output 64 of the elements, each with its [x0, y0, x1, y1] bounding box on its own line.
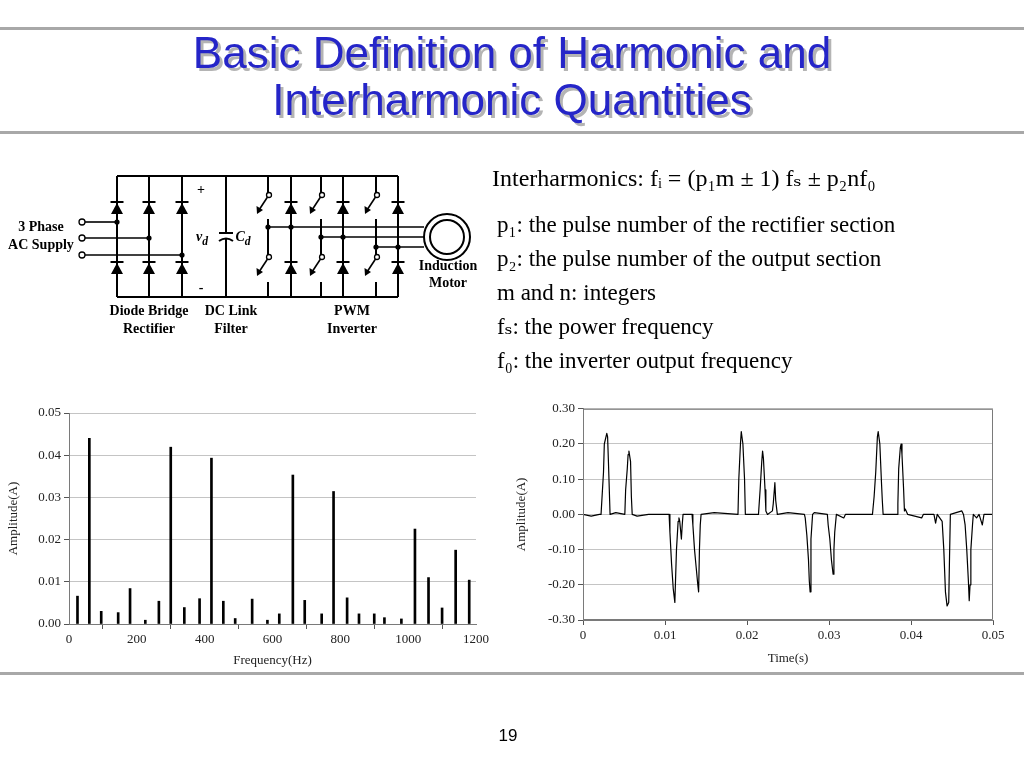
- x-tick-label: 0.01: [653, 627, 677, 643]
- bar: [400, 618, 403, 624]
- y-tick-label: 0.00: [552, 505, 575, 521]
- text: 3 Phase AC Supply: [7, 218, 75, 254]
- bar: [210, 457, 213, 624]
- x-tick-label: 1000: [395, 631, 422, 647]
- bar: [277, 613, 281, 624]
- x-tick-label: 800: [330, 631, 351, 647]
- bar: [233, 618, 237, 624]
- text: f₀: the inverter output frequency: [497, 347, 794, 375]
- x-tick-label: 0: [65, 631, 73, 647]
- x-tick-label: 0.03: [817, 627, 841, 643]
- x-tick-label: 0.04: [899, 627, 923, 643]
- bar: [221, 600, 225, 624]
- y-axis-title: Amplitude(A): [513, 477, 529, 552]
- text: p₂: the pulse number of the output section: [497, 245, 883, 273]
- x-tick-label: 600: [262, 631, 283, 647]
- y-tick-label: 0.04: [38, 446, 62, 462]
- text: 19: [497, 726, 519, 746]
- bar: [320, 613, 324, 624]
- bar: [454, 549, 457, 624]
- text: DC Link Filter: [203, 302, 259, 338]
- bar: [332, 491, 335, 624]
- bar: [99, 611, 103, 624]
- y-tick-label: 0.00: [38, 615, 61, 631]
- x-tick-label: 400: [194, 631, 215, 647]
- x-axis-title: Frequency(Hz): [233, 651, 312, 667]
- bar: [169, 446, 173, 624]
- x-tick-label: 0.05: [981, 627, 1005, 643]
- bar: [182, 607, 186, 624]
- bar: [143, 619, 147, 624]
- y-tick-label: 0.03: [38, 488, 61, 504]
- bar: [116, 612, 120, 624]
- bar: [303, 600, 307, 624]
- bar: [198, 598, 201, 624]
- y-tick-label: 0.10: [552, 470, 575, 486]
- text: Diode Bridge Rectifier: [108, 302, 190, 338]
- bar: [383, 617, 386, 624]
- x-axis-title: Time(s): [767, 649, 809, 665]
- y-tick-label: 0.05: [38, 404, 61, 420]
- text: PWM Inverter: [326, 302, 378, 338]
- text: fₛ: the power frequency: [497, 313, 715, 341]
- x-tick-label: 0: [579, 627, 587, 643]
- x-tick-label: 1200: [463, 631, 489, 647]
- bar: [372, 613, 376, 624]
- y-tick-label: -0.30: [547, 611, 575, 627]
- y-tick-label: -0.20: [547, 576, 575, 592]
- text: Interharmonics: fᵢ = (p₁m ± 1) fₛ ± p₂nf₀: [492, 164, 877, 192]
- y-tick-label: -0.10: [547, 541, 575, 557]
- text: p₁: the pulse number of the rectifier section: [497, 211, 897, 239]
- y-axis-title: Amplitude(A): [5, 481, 21, 556]
- y-tick-label: 0.01: [38, 573, 61, 589]
- bar: [266, 619, 269, 624]
- bar: [427, 577, 430, 624]
- x-tick-label: 0.02: [735, 627, 759, 643]
- bar: [467, 579, 471, 624]
- text: Basic Definition of Harmonic and Interharmonic Quantities: [191, 28, 833, 124]
- x-tick-label: 200: [127, 631, 147, 647]
- y-tick-label: 0.02: [38, 531, 61, 547]
- bar: [88, 437, 91, 624]
- text: m and n: integers: [497, 279, 658, 307]
- y-tick-label: 0.20: [552, 435, 575, 451]
- bar: [76, 595, 79, 624]
- y-tick-label: 0.30: [552, 400, 575, 416]
